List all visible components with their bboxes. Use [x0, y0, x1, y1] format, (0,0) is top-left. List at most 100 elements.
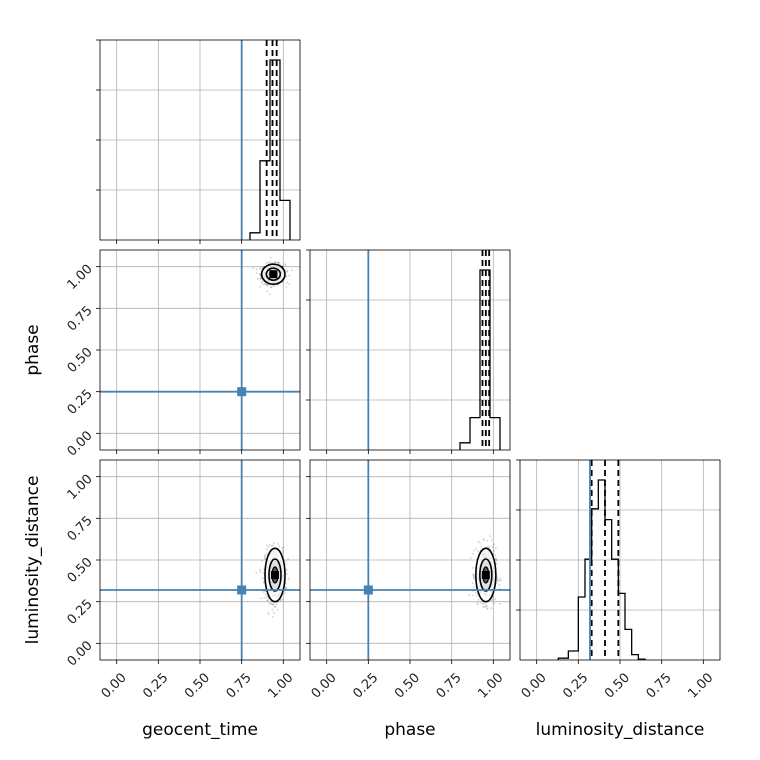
sample-point — [269, 602, 272, 605]
y-tick-label: 0.25 — [65, 387, 96, 418]
sample-point — [483, 606, 485, 608]
sample-point — [484, 605, 487, 608]
sample-point — [475, 548, 478, 550]
y-tick-label: 0.25 — [65, 597, 96, 628]
sample-point — [268, 260, 271, 263]
sample-point — [477, 540, 480, 543]
sample-point — [286, 271, 288, 273]
sample-point — [262, 577, 264, 580]
sample-point — [471, 567, 474, 569]
sample-point — [487, 545, 489, 548]
sample-point — [264, 283, 267, 286]
sample-point — [260, 267, 263, 269]
sample-point — [265, 553, 268, 555]
sample-point — [272, 544, 274, 547]
histogram-bin — [592, 509, 599, 660]
sample-point — [281, 552, 284, 555]
sample-point — [261, 559, 263, 562]
histogram-bin — [605, 520, 612, 660]
scatter-layer — [252, 256, 502, 618]
sample-point — [266, 544, 268, 546]
sample-point — [479, 541, 481, 544]
sample-point — [284, 586, 287, 589]
histogram-layer — [249, 40, 646, 660]
sample-point — [273, 612, 275, 614]
truth-marker — [363, 585, 373, 595]
x-tick-label: 0.50 — [392, 670, 423, 701]
histogram-bin — [250, 233, 260, 240]
sample-point — [473, 574, 476, 577]
scatter-panel-geocent_time-phase — [252, 256, 293, 296]
x-tick-label: 0.00 — [519, 670, 550, 701]
histogram-bin — [632, 655, 639, 660]
sample-point — [270, 602, 273, 604]
x-tick-label: 0.25 — [560, 670, 591, 701]
sample-point — [263, 597, 266, 599]
histogram-step-luminosity_distance — [557, 479, 646, 660]
y-tick-label: 0.50 — [65, 345, 96, 376]
sample-point — [286, 572, 288, 575]
sample-point — [276, 609, 279, 611]
sample-point — [278, 545, 281, 548]
sample-point — [266, 599, 269, 602]
sample-point — [495, 562, 498, 565]
sample-point — [269, 293, 271, 296]
sample-point — [476, 603, 479, 605]
sample-point — [494, 557, 497, 560]
sample-point — [281, 598, 284, 601]
sample-point — [259, 597, 262, 600]
sample-point — [259, 568, 261, 571]
sample-point — [252, 267, 254, 270]
histogram-bin — [612, 559, 619, 660]
sample-point — [263, 554, 266, 557]
sample-point — [498, 579, 500, 582]
sample-point — [262, 580, 265, 583]
sample-point — [271, 608, 274, 611]
sample-point — [486, 608, 489, 610]
sample-point — [496, 579, 498, 582]
sample-point — [266, 290, 269, 293]
histogram-bin — [625, 629, 632, 660]
sample-point — [264, 557, 267, 560]
sample-point — [265, 262, 268, 265]
sample-point — [483, 602, 485, 605]
x-axis-label-luminosity-distance: luminosity_distance — [536, 720, 705, 740]
sample-point — [285, 275, 288, 278]
y-tick-label: 0.00 — [65, 638, 96, 669]
sample-point — [472, 576, 475, 579]
sample-point — [279, 599, 282, 602]
x-tick-label: 0.75 — [434, 670, 465, 701]
sample-point — [286, 281, 289, 284]
sample-point — [491, 597, 494, 600]
sample-point — [476, 602, 479, 604]
sample-point — [495, 558, 498, 560]
sample-point — [494, 598, 497, 601]
sample-point — [267, 546, 269, 549]
x-tick-label: 0.00 — [99, 670, 130, 701]
sample-point — [474, 591, 477, 594]
hist-panel-luminosity_distance — [557, 460, 646, 660]
sample-point — [258, 272, 261, 275]
sample-point — [499, 579, 502, 582]
y-tick-label: 0.50 — [65, 555, 96, 586]
sample-point — [491, 599, 494, 601]
sample-point — [494, 547, 497, 550]
sample-point — [273, 605, 276, 608]
sample-point — [496, 578, 499, 581]
density-peak — [271, 571, 279, 579]
sample-point — [282, 550, 284, 552]
sample-point — [284, 263, 287, 265]
x-tick-label: 0.25 — [350, 670, 381, 701]
sample-point — [477, 598, 480, 601]
sample-point — [492, 553, 495, 556]
sample-point — [259, 274, 262, 277]
sample-point — [288, 283, 291, 286]
x-axis-label-geocent-time: geocent_time — [142, 720, 258, 740]
sample-point — [270, 286, 272, 289]
sample-point — [482, 602, 484, 605]
sample-point — [272, 603, 275, 606]
sample-point — [482, 539, 485, 542]
sample-point — [270, 544, 273, 547]
sample-point — [266, 283, 269, 286]
sample-point — [267, 611, 270, 614]
